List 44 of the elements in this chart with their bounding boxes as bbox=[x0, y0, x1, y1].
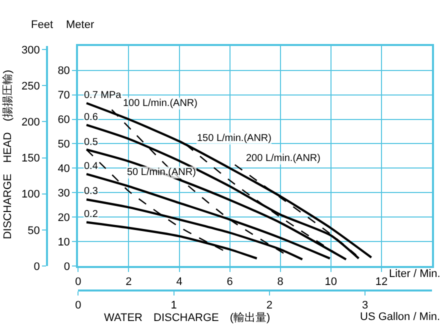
y-tick-label: 70 bbox=[58, 90, 70, 102]
x-axis-title: Liter / Min. bbox=[389, 268, 440, 280]
y-tick-label: 40 bbox=[58, 163, 70, 176]
y-tick-label: 50 bbox=[58, 138, 70, 151]
y2-tick-label: 250 bbox=[22, 80, 40, 92]
y2-tick-label: 300 bbox=[22, 44, 40, 56]
x-tick-label: 10 bbox=[324, 276, 338, 288]
x-tick-label: 4 bbox=[176, 276, 182, 288]
x-tick-label: 0 bbox=[75, 276, 82, 288]
line-series bbox=[234, 164, 357, 256]
text: DISCHARGE HEAD (揚揚圧輸) bbox=[2, 70, 14, 240]
y-tick-label: 10 bbox=[58, 236, 70, 248]
annotation: 200 L/min.(ANR) bbox=[246, 153, 320, 164]
y2-tick-label: 150 bbox=[22, 152, 40, 165]
text: WATER DISCHARGE (輸出量) bbox=[104, 311, 270, 324]
y-tick-label: 0 bbox=[64, 260, 70, 273]
annotation: 150 L/min.(ANR) bbox=[197, 133, 272, 144]
x2-tick-label: 0 bbox=[75, 299, 82, 312]
x-tick-label: 8 bbox=[277, 276, 284, 288]
x2-axis-title: US Gallon / Min. bbox=[360, 311, 440, 323]
annotation: 0.7 MPa bbox=[84, 90, 122, 101]
annotation: 50 L/min.(ANR) bbox=[127, 167, 196, 178]
y-tick-label: 30 bbox=[58, 188, 70, 200]
x-tick-label: 2 bbox=[126, 276, 132, 288]
x-tick-label: 12 bbox=[375, 276, 388, 288]
x2-tick-label: 2 bbox=[266, 299, 272, 312]
y-axis-title: Meter bbox=[66, 19, 94, 31]
annotation: 100 L/min.(ANR) bbox=[123, 98, 198, 109]
y-tick-label: 80 bbox=[58, 65, 70, 78]
y2-tick-label: 100 bbox=[22, 188, 40, 201]
y2-tick-label: 0 bbox=[34, 260, 40, 273]
y2-axis-title: Feet bbox=[31, 19, 54, 31]
x2-tick-label: 3 bbox=[362, 299, 368, 312]
annotation: 0.6 bbox=[84, 112, 98, 123]
y-tick-label: 20 bbox=[58, 212, 70, 224]
annotation: 0.2 bbox=[84, 209, 98, 220]
y2-tick-label: 50 bbox=[28, 224, 40, 237]
y2-tick-label: 200 bbox=[22, 116, 40, 129]
annotation: 0.5 bbox=[84, 137, 98, 148]
annotation: 0.4 bbox=[84, 161, 98, 172]
y-tick-label: 60 bbox=[58, 114, 70, 126]
annotation: 0.3 bbox=[84, 186, 98, 197]
x-tick-label: 6 bbox=[226, 276, 233, 288]
x2-tick-label: 1 bbox=[170, 299, 177, 312]
